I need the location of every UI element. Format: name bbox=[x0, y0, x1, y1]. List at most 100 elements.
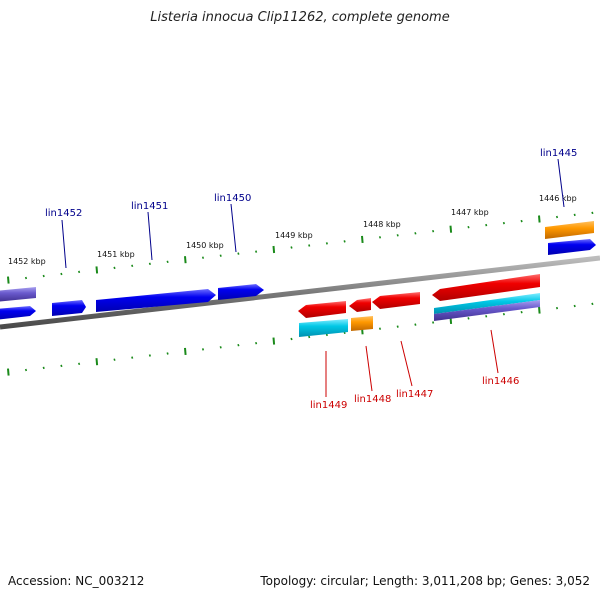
reverse-features bbox=[298, 274, 540, 337]
leader-line bbox=[365, 345, 373, 392]
gene-label[interactable]: lin1446 bbox=[482, 376, 519, 387]
scale-tick bbox=[378, 236, 382, 239]
leader-line bbox=[400, 340, 413, 387]
scale-tick bbox=[520, 219, 523, 223]
scale-tick bbox=[42, 274, 45, 278]
scale-tick bbox=[7, 276, 10, 284]
scale-tick bbox=[24, 276, 28, 280]
scale-tick bbox=[131, 264, 134, 268]
accession-text: Accession: NC_003212 bbox=[8, 574, 145, 588]
gene-label[interactable]: lin1447 bbox=[396, 389, 433, 400]
scale-tick bbox=[378, 327, 382, 330]
scale-tick bbox=[95, 266, 99, 274]
scale-tick bbox=[184, 347, 187, 355]
scale-tick bbox=[573, 304, 576, 308]
cds-forward[interactable] bbox=[0, 306, 36, 320]
scale-tick bbox=[396, 234, 399, 237]
scale-tick bbox=[573, 213, 576, 217]
orange-feature[interactable] bbox=[351, 316, 373, 331]
scale-tick bbox=[131, 356, 134, 359]
scale-tick bbox=[520, 310, 523, 314]
scale-tick bbox=[166, 260, 169, 264]
scale-tick bbox=[290, 337, 293, 341]
genome-backbone bbox=[0, 255, 600, 330]
scale-tick bbox=[95, 358, 99, 366]
gene-labels: lin1452 lin1451 lin1450 lin1445 lin1449 … bbox=[45, 148, 577, 411]
scale-tick bbox=[219, 254, 222, 257]
gene-label[interactable]: lin1449 bbox=[310, 400, 347, 411]
scale-tick bbox=[485, 315, 488, 318]
scale-tick bbox=[432, 321, 435, 324]
kbp-label: 1452 kbp bbox=[8, 257, 46, 266]
scale-tick bbox=[290, 246, 293, 249]
gene-label[interactable]: lin1451 bbox=[131, 201, 168, 212]
scale-tick bbox=[166, 352, 169, 355]
forward-scale-ticks bbox=[7, 211, 594, 284]
cds-reverse[interactable] bbox=[298, 301, 346, 318]
scale-tick bbox=[308, 335, 311, 339]
scale-tick bbox=[538, 306, 541, 314]
gene-label[interactable]: lin1445 bbox=[540, 148, 577, 159]
cds-forward[interactable] bbox=[218, 284, 264, 300]
scale-tick bbox=[60, 272, 63, 276]
scale-tick bbox=[255, 341, 258, 345]
cds-forward[interactable] bbox=[52, 300, 86, 316]
scale-tick bbox=[591, 211, 594, 215]
scale-tick bbox=[219, 346, 222, 349]
scale-tick bbox=[113, 358, 116, 361]
scale-tick bbox=[148, 262, 151, 266]
kbp-label: 1450 kbp bbox=[186, 241, 224, 250]
scale-tick bbox=[7, 368, 10, 376]
scale-tick bbox=[113, 266, 116, 270]
cds-forward[interactable] bbox=[96, 289, 216, 312]
purple-feature[interactable] bbox=[0, 287, 36, 302]
scale-tick bbox=[78, 270, 81, 274]
scale-tick bbox=[148, 354, 151, 357]
map-title: Listeria innocua Clip11262, complete gen… bbox=[150, 10, 450, 25]
scale-tick bbox=[325, 242, 328, 245]
leader-line bbox=[557, 158, 565, 208]
scale-tick bbox=[42, 366, 45, 370]
scale-tick bbox=[414, 232, 417, 235]
scale-tick bbox=[237, 343, 240, 347]
gene-leader-lines bbox=[61, 158, 565, 397]
scale-tick bbox=[255, 250, 258, 253]
cds-forward[interactable] bbox=[548, 239, 596, 255]
kbp-label: 1449 kbp bbox=[275, 231, 313, 240]
cds-reverse[interactable] bbox=[432, 274, 540, 301]
scale-tick bbox=[432, 229, 435, 233]
cds-reverse[interactable] bbox=[372, 292, 420, 309]
scale-tick bbox=[78, 362, 81, 366]
scale-tick bbox=[555, 215, 559, 219]
scale-tick bbox=[538, 215, 541, 223]
scale-tick bbox=[502, 221, 505, 225]
genome-summary-text: Topology: circular; Length: 3,011,208 bp… bbox=[260, 574, 590, 588]
leader-line bbox=[490, 329, 499, 374]
leader-line bbox=[230, 203, 237, 253]
cds-reverse[interactable] bbox=[349, 298, 371, 312]
scale-tick bbox=[24, 368, 28, 372]
scale-tick bbox=[272, 245, 276, 254]
scale-tick bbox=[449, 225, 453, 233]
kbp-label: 1448 kbp bbox=[363, 220, 401, 229]
cyan-feature[interactable] bbox=[299, 319, 348, 337]
scale-tick bbox=[485, 223, 488, 227]
scale-tick bbox=[502, 312, 505, 316]
scale-tick bbox=[308, 244, 311, 247]
kbp-label: 1447 kbp bbox=[451, 208, 489, 217]
forward-features bbox=[0, 221, 596, 320]
kbp-label: 1451 kbp bbox=[97, 250, 135, 259]
gene-label[interactable]: lin1448 bbox=[354, 394, 391, 405]
scale-tick bbox=[237, 252, 240, 255]
gene-label[interactable]: lin1452 bbox=[45, 208, 82, 219]
kbp-label: 1446 kbp bbox=[539, 194, 577, 203]
gene-label[interactable]: lin1450 bbox=[214, 193, 251, 204]
orange-feature[interactable] bbox=[545, 221, 594, 239]
scale-tick bbox=[201, 348, 205, 351]
scale-tick bbox=[467, 225, 470, 229]
cyan-feature[interactable] bbox=[434, 293, 540, 314]
purple-feature[interactable] bbox=[434, 300, 540, 321]
leader-line bbox=[61, 219, 67, 269]
scale-tick bbox=[60, 364, 63, 368]
